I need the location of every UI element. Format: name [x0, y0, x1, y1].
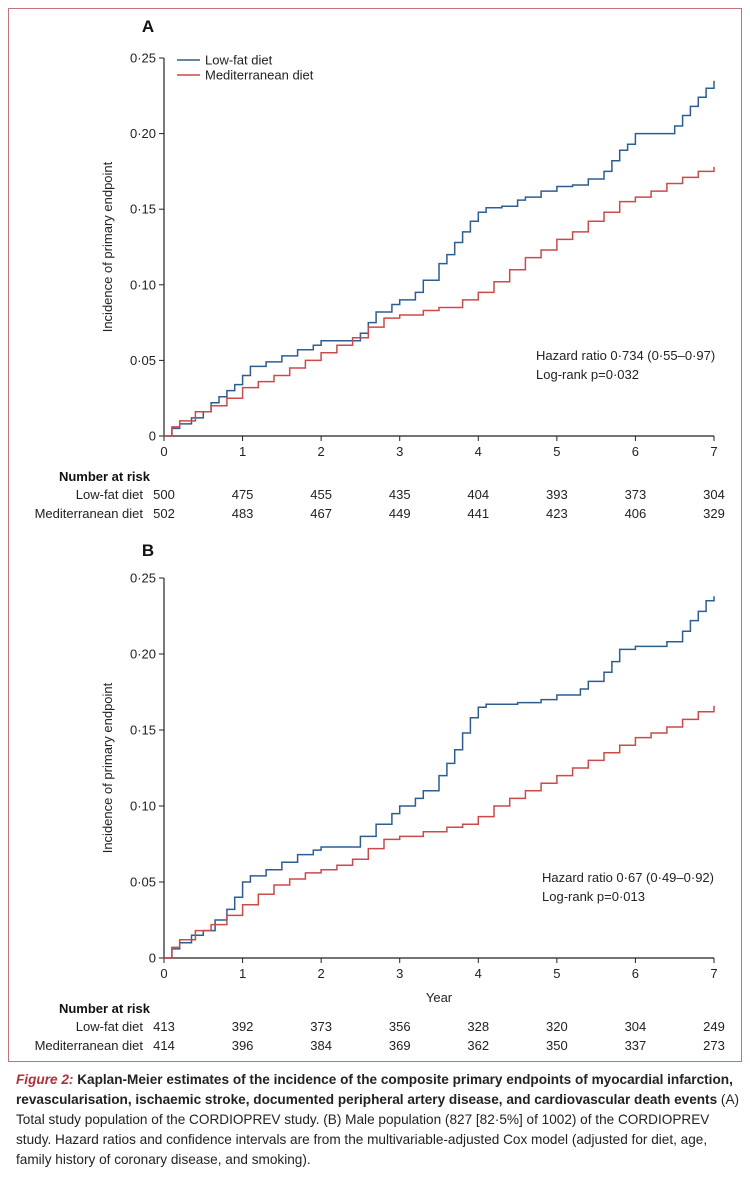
panel-b-y-tick-label: 0·10	[130, 799, 156, 814]
figure-frame	[8, 8, 742, 1062]
panel-a-risk-value: 329	[703, 506, 725, 521]
panel-a-x-tick-label: 4	[475, 444, 482, 459]
panel-a-risk-value: 449	[389, 506, 411, 521]
panel-b-y-tick-label: 0·25	[130, 571, 156, 586]
panel-a-risk-row-label: Mediterranean diet	[35, 506, 144, 521]
panel-b-risk-value: 350	[546, 1038, 568, 1053]
panel-b-risk-value: 396	[232, 1038, 254, 1053]
panel-b-x-tick-label: 3	[396, 966, 403, 981]
panel-a-x-tick-label: 7	[710, 444, 717, 459]
panel-b-x-tick-label: 2	[318, 966, 325, 981]
kaplan-meier-figure: A 0 0·05 0·10 0·15 0·20 0·25 0 1 2 3 4 5 6 7 Incidence …	[35, 17, 725, 1053]
panel-a-risk-value: 502	[153, 506, 175, 521]
panel-a-series-mediterranean-line	[164, 166, 715, 437]
panel-a-series-low-fat-line	[164, 80, 715, 437]
panel-a-risk-value: 435	[389, 487, 411, 502]
caption-label: Figure 2:	[16, 1072, 74, 1087]
caption-body: (A) Total study population of the CORDIO…	[16, 1092, 740, 1167]
panel-b-x-tick-label: 5	[553, 966, 560, 981]
panel-a-risk-value: 406	[625, 506, 647, 521]
panel-a-y-tick-label: 0·05	[130, 353, 156, 368]
panel-b-x-tick-label: 7	[710, 966, 717, 981]
panel-a-risk-value: 393	[546, 487, 568, 502]
panel-b-risk-value: 362	[467, 1038, 489, 1053]
panel-b-risk-value: 414	[153, 1038, 175, 1053]
panel-a-letter: A	[142, 17, 154, 36]
panel-b-x-tick-label: 6	[632, 966, 639, 981]
panel-b-risk-value: 337	[625, 1038, 647, 1053]
panel-b-y-tick-label: 0·15	[130, 723, 156, 738]
panel-a-y-tick-label: 0·10	[130, 277, 156, 292]
panel-b-risk-value: 384	[310, 1038, 332, 1053]
panel-a-risk-value: 455	[310, 487, 332, 502]
panel-a-risk-value: 500	[153, 487, 175, 502]
panel-a-x-tick-label: 1	[239, 444, 246, 459]
legend-label-mediterranean: Mediterranean diet	[205, 68, 314, 83]
panel-a-y-tick-label: 0·25	[130, 51, 156, 66]
panel-b-series-mediterranean-line	[164, 705, 715, 959]
panel-b-stat-annotation: Log-rank p=0·013	[542, 889, 645, 904]
panel-b-risk-value: 249	[703, 1019, 725, 1034]
legend-label-low-fat: Low-fat diet	[205, 53, 273, 68]
panel-b-risk-value: 356	[389, 1019, 411, 1034]
panel-b-risk-value: 328	[467, 1019, 489, 1034]
panel-a-y-tick-label: 0	[149, 429, 156, 444]
panel-a-risk-value: 404	[467, 487, 489, 502]
panel-a-x-tick-label: 3	[396, 444, 403, 459]
panel-b-y-axis-label: Incidence of primary endpoint	[100, 682, 115, 853]
figure-caption: Figure 2: Kaplan-Meier estimates of the …	[16, 1070, 740, 1170]
panel-a-stat-annotation: Log-rank p=0·032	[536, 367, 639, 382]
panel-b-letter: B	[142, 541, 154, 560]
panel-b-risk-value: 413	[153, 1019, 175, 1034]
panel-a-y-tick-label: 0·15	[130, 202, 156, 217]
panel-a-risk-row-label: Low-fat diet	[76, 487, 144, 502]
panel-a-stat-annotation: Hazard ratio 0·734 (0·55–0·97)	[536, 348, 715, 363]
panel-b-risk-value: 304	[625, 1019, 647, 1034]
panel-a-risk-value: 373	[625, 487, 647, 502]
panel-a-x-tick-label: 6	[632, 444, 639, 459]
panel-b-risk-value: 373	[310, 1019, 332, 1034]
panel-a-risk-value: 475	[232, 487, 254, 502]
panel-b-x-tick-label: 4	[475, 966, 482, 981]
panel-b-x-axis-label: Year	[426, 990, 453, 1005]
panel-a-risk-value: 441	[467, 506, 489, 521]
caption-title: Kaplan-Meier estimates of the incidence …	[16, 1072, 733, 1107]
panel-b-risk-value: 320	[546, 1019, 568, 1034]
panel-b-y-tick-label: 0·20	[130, 647, 156, 662]
panel-a-risk-table-heading: Number at risk	[59, 469, 151, 484]
panel-b-series-low-fat-line	[164, 596, 715, 959]
panel-a-y-axis-label: Incidence of primary endpoint	[100, 161, 115, 332]
panel-b-risk-table-heading: Number at risk	[59, 1001, 151, 1016]
panel-b-stat-annotation: Hazard ratio 0·67 (0·49–0·92)	[542, 870, 714, 885]
panel-b-y-tick-label: 0	[149, 951, 156, 966]
panel-a-risk-value: 423	[546, 506, 568, 521]
panel-a-risk-value: 483	[232, 506, 254, 521]
panel-b-risk-value: 392	[232, 1019, 254, 1034]
panel-a-x-tick-label: 0	[160, 444, 167, 459]
panel-b-risk-row-label: Low-fat diet	[76, 1019, 144, 1034]
panel-a-y-tick-label: 0·20	[130, 126, 156, 141]
panel-a-risk-value: 304	[703, 487, 725, 502]
panel-b-risk-value: 273	[703, 1038, 725, 1053]
panel-a-risk-value: 467	[310, 506, 332, 521]
panel-b-y-tick-label: 0·05	[130, 875, 156, 890]
panel-a-x-tick-label: 5	[553, 444, 560, 459]
panel-b-x-tick-label: 1	[239, 966, 246, 981]
panel-b-x-tick-label: 0	[160, 966, 167, 981]
panel-a-x-tick-label: 2	[318, 444, 325, 459]
panel-b-risk-row-label: Mediterranean diet	[35, 1038, 144, 1053]
panel-b-risk-value: 369	[389, 1038, 411, 1053]
